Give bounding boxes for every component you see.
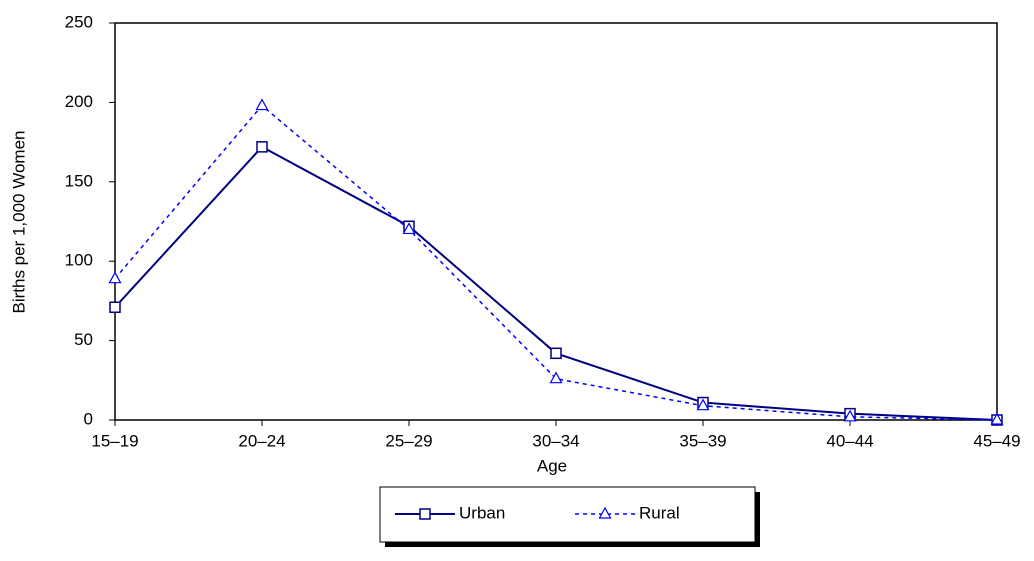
x-tick-label: 15–19: [91, 431, 138, 450]
marker: [108, 271, 122, 284]
x-tick-label: 30–34: [532, 431, 579, 450]
marker: [402, 222, 416, 235]
marker: [255, 98, 269, 111]
marker: [109, 301, 121, 314]
marker: [696, 398, 710, 411]
marker: [843, 409, 857, 422]
marker: [990, 412, 1004, 425]
y-tick-label: 0: [84, 409, 93, 428]
y-tick-label: 50: [74, 330, 93, 349]
x-axis-label: Age: [537, 456, 567, 475]
y-tick-label: 250: [65, 12, 93, 31]
y-axis-label: Births per 1,000 Women: [9, 131, 28, 314]
marker: [256, 141, 268, 153]
x-tick-label: 45–49: [973, 431, 1020, 450]
marker: [598, 506, 612, 519]
x-tick-label: 35–39: [679, 431, 726, 450]
marker: [549, 371, 563, 384]
y-tick-label: 150: [65, 171, 93, 190]
y-tick-label: 200: [65, 92, 93, 111]
y-tick-label: 100: [65, 251, 93, 270]
legend-label: Rural: [639, 503, 680, 522]
x-tick-label: 25–29: [385, 431, 432, 450]
legend-label: Urban: [459, 503, 505, 522]
marker: [550, 347, 562, 360]
x-tick-label: 40–44: [826, 431, 873, 450]
marker: [419, 508, 431, 520]
plot-frame: [114, 22, 998, 421]
x-tick-label: 20–24: [238, 431, 285, 450]
